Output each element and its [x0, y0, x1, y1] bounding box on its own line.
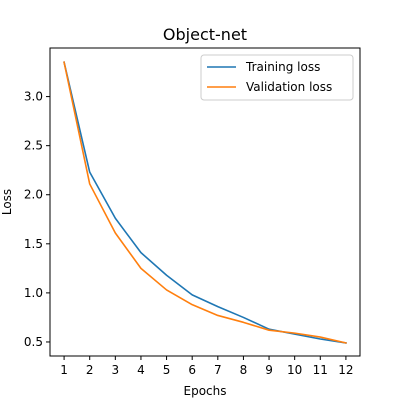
legend-box: [200, 54, 354, 101]
series-line-0: [63, 61, 347, 344]
y-tick-label: 3.0: [24, 90, 43, 104]
legend-label-0: Training loss: [245, 60, 320, 74]
y-tick-label: 1.0: [24, 286, 43, 300]
y-tick-label: 2.5: [24, 139, 43, 153]
legend: Training loss Validation loss: [200, 54, 354, 101]
y-tick-label: 2.0: [24, 188, 43, 202]
x-axis: 1 2 3 4 5 6 7 8 9 10 11 12: [60, 356, 354, 377]
x-axis-label: Epochs: [184, 384, 227, 398]
x-tick-label: 2: [86, 363, 94, 377]
series-line-1: [63, 61, 347, 344]
x-tick-label: 8: [240, 363, 248, 377]
x-tick-label: 3: [112, 363, 120, 377]
x-tick-label: 11: [313, 363, 328, 377]
x-tick-label: 5: [163, 363, 171, 377]
y-axis: 0.5 1.0 1.5 2.0 2.5 3.0: [24, 90, 50, 349]
x-tick-label: 7: [214, 363, 222, 377]
x-tick-label: 9: [265, 363, 273, 377]
plot-content: [63, 61, 347, 344]
x-tick-label: 4: [137, 363, 145, 377]
y-tick-label: 1.5: [24, 237, 43, 251]
legend-label-1: Validation loss: [246, 80, 332, 94]
x-tick-label: 6: [188, 363, 196, 377]
x-tick-label: 12: [338, 363, 353, 377]
x-tick-label: 10: [287, 363, 302, 377]
plot-frame: [49, 47, 361, 357]
y-tick-label: 0.5: [24, 335, 43, 349]
y-axis-label: Loss: [0, 189, 14, 215]
x-tick-label: 1: [60, 363, 68, 377]
chart-title: Object-net: [163, 25, 247, 44]
